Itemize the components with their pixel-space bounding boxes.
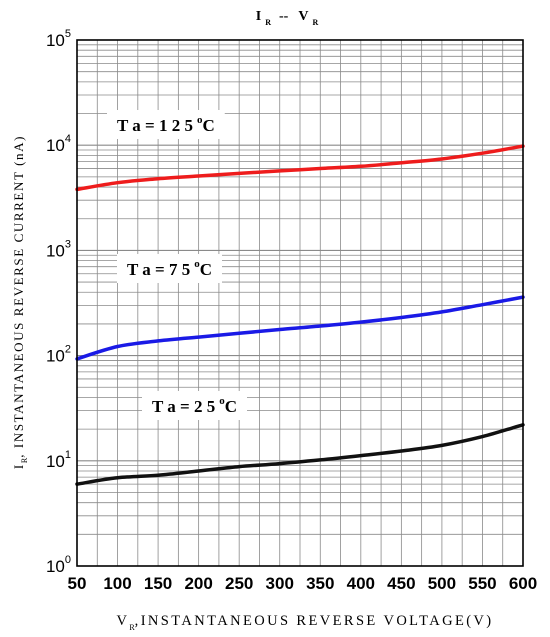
x-tick-label: 300 <box>266 574 294 593</box>
y-axis-label: IR, INSTANTANEOUS REVERSE CURRENT (nA) <box>11 135 29 469</box>
series-label-2: T a = 2 5 oC <box>142 391 247 420</box>
svg-text:T a = 7 5oC: T a = 7 5 oC <box>127 258 212 279</box>
x-tick-label: 400 <box>347 574 375 593</box>
series-line-0 <box>75 144 525 192</box>
plot-frame <box>76 39 524 567</box>
x-axis-label: VR,INSTANTANEOUS REVERSE VOLTAGE(V) <box>116 613 493 632</box>
series-line-2 <box>75 423 525 486</box>
x-tick-label: 250 <box>225 574 253 593</box>
y-tick-label: 101 <box>46 449 71 471</box>
x-tick-label: 50 <box>68 574 87 593</box>
x-tick-label: 450 <box>387 574 415 593</box>
x-tick-label: 350 <box>306 574 334 593</box>
x-tick-label: 600 <box>509 574 537 593</box>
y-tick-label: 102 <box>46 344 71 366</box>
y-tick-label: 100 <box>46 554 71 576</box>
y-tick-label: 104 <box>46 133 71 155</box>
series-label-0: T a = 1 2 5 oC <box>107 110 225 139</box>
x-tick-label: 200 <box>184 574 212 593</box>
x-tick-labels: 50 100 150 200 250 300 350 400 450 500 550 600 <box>68 574 538 593</box>
x-tick-label: 550 <box>468 574 496 593</box>
y-tick-label: 103 <box>46 238 71 260</box>
series-line-1 <box>75 295 525 361</box>
y-tick-labels: 100 101 102 103 104 105 <box>46 28 71 576</box>
x-tick-label: 500 <box>428 574 456 593</box>
series-labels: T a = 1 2 5 oC T a = 7 5 oC T a = 2 5 oC <box>107 110 247 420</box>
x-tick-label: 100 <box>103 574 131 593</box>
svg-text:T a = 2 5oC: T a = 2 5 oC <box>152 395 237 416</box>
y-tick-label: 105 <box>46 28 71 50</box>
series-label-1: T a = 7 5 oC <box>117 254 222 283</box>
chart-title: I R -- V R <box>256 9 319 27</box>
svg-text:T a = 1 2 5oC: T a = 1 2 5 oC <box>117 114 215 135</box>
curves <box>75 144 525 486</box>
x-tick-label: 150 <box>144 574 172 593</box>
